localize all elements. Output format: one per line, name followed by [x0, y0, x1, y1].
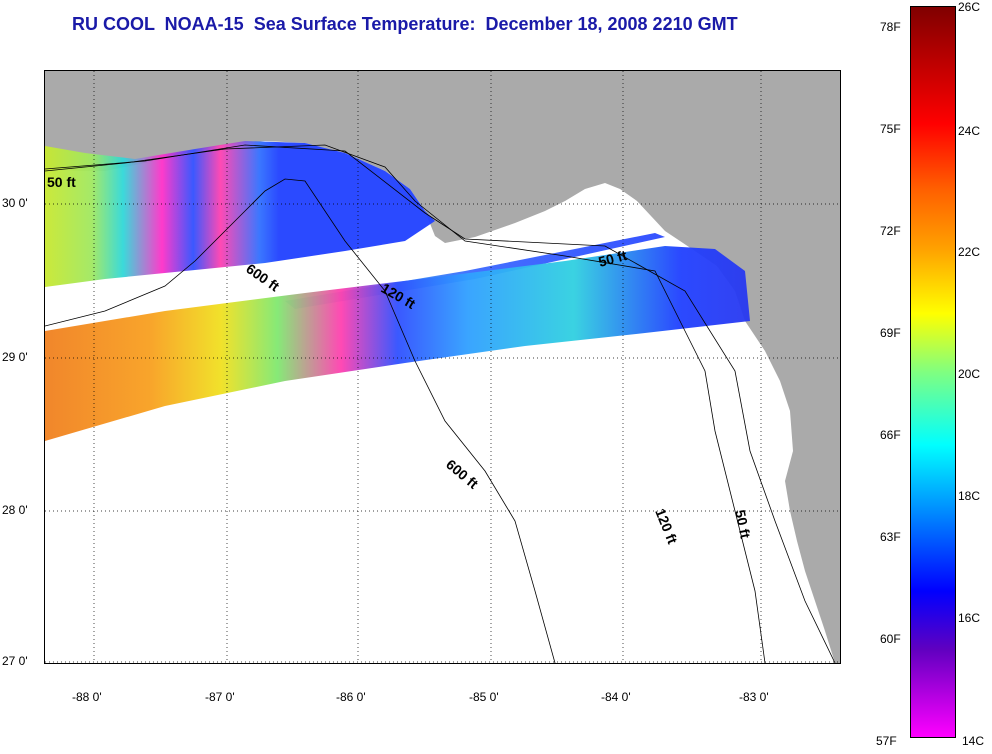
- contour-label-50ft-south: 50 ft: [732, 508, 754, 540]
- lon-label-87: -87 0': [205, 690, 235, 704]
- contour-label-600ft-north: 600 ft: [243, 260, 282, 294]
- colorbar-c-14: 14C: [962, 734, 985, 748]
- lon-label-88: -88 0': [72, 690, 102, 704]
- lat-label-30: 30 0': [2, 196, 28, 210]
- chart-title: RU COOL NOAA-15 Sea Surface Temperature:…: [72, 14, 738, 34]
- colorbar-c-24: 24C: [958, 124, 981, 138]
- bathymetry-contours: [45, 144, 836, 663]
- lat-label-29: 29 0': [2, 350, 28, 364]
- colorbar-f-72: 72F: [880, 224, 901, 238]
- colorbar: [910, 6, 956, 738]
- colorbar-f-75: 75F: [880, 122, 901, 136]
- colorbar-f-69: 69F: [880, 326, 901, 340]
- colorbar-f-78: 78F: [880, 20, 901, 34]
- contour-label-120ft-south: 120 ft: [652, 506, 681, 546]
- sst-map: 50 ft 600 ft 120 ft 50 ft 600 ft 120 ft …: [44, 70, 841, 664]
- colorbar-f-63: 63F: [880, 530, 901, 544]
- lat-label-28: 28 0': [2, 503, 28, 517]
- lon-label-83: -83 0': [739, 690, 769, 704]
- sst-swath-lower: [45, 246, 750, 441]
- lon-label-85: -85 0': [469, 690, 499, 704]
- sst-swath-upper: [45, 141, 435, 287]
- contour-label-50ft-east: 50 ft: [597, 247, 629, 270]
- map-canvas: 50 ft 600 ft 120 ft 50 ft 600 ft 120 ft …: [45, 71, 840, 663]
- contour-600ft: [45, 178, 556, 663]
- grid-lines: [45, 71, 840, 663]
- lon-label-86: -86 0': [336, 690, 366, 704]
- colorbar-c-26: 26C: [958, 0, 981, 14]
- colorbar-f-66: 66F: [880, 428, 901, 442]
- contour-120ft: [45, 144, 766, 663]
- colorbar-c-20: 20C: [958, 367, 981, 381]
- land-island: [497, 77, 533, 87]
- land-north: [45, 71, 840, 663]
- colorbar-c-18: 18C: [958, 489, 981, 503]
- colorbar-f-60: 60F: [880, 632, 901, 646]
- contour-label-50ft-west: 50 ft: [47, 174, 76, 190]
- colorbar-c-16: 16C: [958, 611, 981, 625]
- lon-label-84: -84 0': [601, 690, 631, 704]
- colorbar-c-22: 22C: [958, 245, 981, 259]
- lat-label-27: 27 0': [2, 654, 28, 668]
- contour-50ft: [45, 144, 836, 663]
- contour-label-600ft-south: 600 ft: [443, 456, 482, 492]
- colorbar-f-57: 57F: [876, 734, 897, 748]
